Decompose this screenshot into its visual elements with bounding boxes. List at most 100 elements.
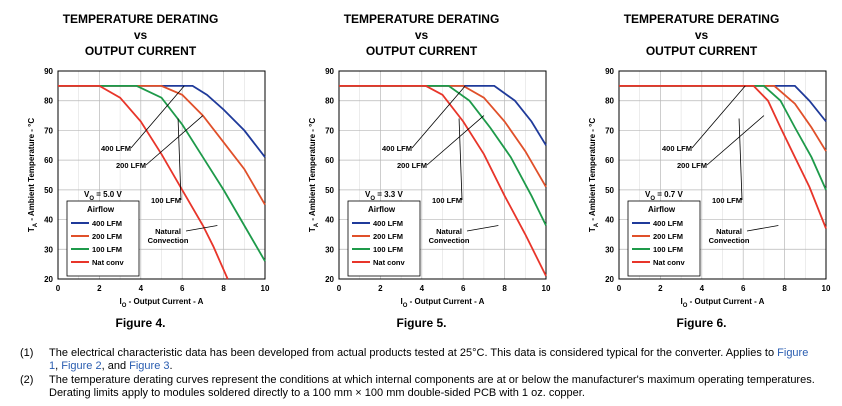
curve-annotation: 400 LFM xyxy=(382,144,412,153)
plot-frame xyxy=(618,70,827,280)
vo-label: VO = 5.0 V xyxy=(84,190,122,202)
y-tick-label: 30 xyxy=(325,245,334,254)
curve-annotation: Natural Convection xyxy=(429,227,470,245)
legend-label: 100 LFM xyxy=(92,245,122,254)
series-line xyxy=(339,85,547,226)
y-tick-label: 90 xyxy=(605,67,614,76)
legend-label: 200 LFM xyxy=(653,232,683,241)
link-figure-3[interactable]: Figure 3 xyxy=(129,360,170,372)
legend-box xyxy=(627,200,701,277)
y-tick-label: 50 xyxy=(44,186,53,195)
link-figure-2[interactable]: Figure 2 xyxy=(61,360,102,372)
figure-label: Figure 6. xyxy=(676,316,727,330)
y-axis-label: TA - Ambient Temperature - °C xyxy=(308,118,320,232)
chart-title-line: OUTPUT CURRENT xyxy=(365,44,478,58)
curve-annotation: 400 LFM xyxy=(662,144,692,153)
curve-annotation: 100 LFM xyxy=(432,196,462,205)
y-tick-label: 80 xyxy=(44,97,53,106)
legend-title: Airflow xyxy=(368,205,396,214)
curve-annotation: 100 LFM xyxy=(151,196,181,205)
x-tick-label: 10 xyxy=(261,284,270,293)
annotation-leader xyxy=(145,115,204,166)
footnote-text: The temperature derating curves represen… xyxy=(49,374,815,399)
legend-label: Nat conv xyxy=(653,258,686,267)
chart-svg: 0 2 4 6 8 10 20 30 40 50 60 70 80 90 IO - Output Curre… xyxy=(27,67,270,309)
legend-label: 400 LFM xyxy=(92,219,122,228)
series-line xyxy=(58,85,266,158)
link-figure-1[interactable]: Figure 1 xyxy=(49,347,809,372)
curve-annotation: 200 LFM xyxy=(677,161,707,170)
footnote-1: (1) The electrical characteristic data h… xyxy=(20,347,820,373)
chart-title-line: vs xyxy=(414,28,429,42)
figure-label: Figure 4. xyxy=(115,316,166,330)
y-tick-label: 40 xyxy=(605,216,614,225)
chart-title-line: TEMPERATURE DERATING xyxy=(62,12,219,26)
y-tick-label: 80 xyxy=(605,97,614,106)
vo-label: VO = 0.7 V xyxy=(645,190,683,202)
x-tick-label: 0 xyxy=(617,284,622,293)
series-line xyxy=(58,85,266,262)
x-tick-label: 2 xyxy=(378,284,383,293)
chart-title-line: OUTPUT CURRENT xyxy=(84,44,197,58)
curve-annotation: 400 LFM xyxy=(101,144,131,153)
chart-svg: 0 2 4 6 8 10 20 30 40 50 60 70 80 90 IO - Output Curre… xyxy=(308,67,551,309)
legend-label: 400 LFM xyxy=(373,219,403,228)
chart-title-line: TEMPERATURE DERATING xyxy=(343,12,500,26)
y-tick-label: 20 xyxy=(605,275,614,284)
x-tick-label: 4 xyxy=(420,284,425,293)
chart-panel: TEMPERATURE DERATING vs OUTPUT CURRENT Figu… xyxy=(281,0,562,340)
annotation-leader xyxy=(177,118,182,201)
y-axis-label: TA - Ambient Temperature - °C xyxy=(27,118,39,232)
x-tick-label: 8 xyxy=(782,284,787,293)
y-axis-label: TA - Ambient Temperature - °C xyxy=(588,118,600,232)
annotation-leader xyxy=(746,225,779,232)
figure-label: Figure 5. xyxy=(396,316,447,330)
footnote-text: The electrical characteristic data has b… xyxy=(49,347,809,372)
chart-svg: 0 2 4 6 8 10 20 30 40 50 60 70 80 90 IO - Output Curre… xyxy=(588,67,831,309)
legend-label: 400 LFM xyxy=(653,219,683,228)
x-tick-label: 4 xyxy=(139,284,144,293)
x-tick-label: 4 xyxy=(700,284,705,293)
y-tick-label: 70 xyxy=(44,126,53,135)
curve-annotation: 200 LFM xyxy=(116,161,146,170)
x-axis-label: IO - Output Current - A xyxy=(120,297,204,309)
legend-title: Airflow xyxy=(87,205,115,214)
curve-annotation: 200 LFM xyxy=(397,161,427,170)
x-axis-label: IO - Output Current - A xyxy=(401,297,485,309)
legend-label: 100 LFM xyxy=(373,245,403,254)
annotation-leader xyxy=(411,85,466,149)
y-tick-label: 70 xyxy=(325,126,334,135)
y-tick-label: 20 xyxy=(325,275,334,284)
annotation-leader xyxy=(458,118,463,201)
plot-frame xyxy=(57,70,266,280)
y-tick-label: 80 xyxy=(325,97,334,106)
x-tick-label: 0 xyxy=(56,284,61,293)
y-tick-label: 60 xyxy=(605,156,614,165)
y-tick-label: 90 xyxy=(325,67,334,76)
series-line xyxy=(619,85,827,229)
y-tick-label: 60 xyxy=(44,156,53,165)
x-tick-label: 6 xyxy=(741,284,746,293)
x-tick-label: 8 xyxy=(221,284,226,293)
x-tick-label: 6 xyxy=(461,284,466,293)
series-line xyxy=(58,85,229,280)
chart-panel: TEMPERATURE DERATING vs OUTPUT CURRENT Figu… xyxy=(0,0,281,340)
legend-label: 100 LFM xyxy=(653,245,683,254)
annotation-leader xyxy=(691,85,746,149)
legend-title: Airflow xyxy=(648,205,676,214)
curve-annotation: Natural Convection xyxy=(148,227,189,245)
legend-label: 200 LFM xyxy=(92,232,122,241)
x-axis-label: IO - Output Current - A xyxy=(681,297,765,309)
vo-label: VO = 3.3 V xyxy=(365,190,403,202)
chart-title-line: vs xyxy=(694,28,709,42)
annotation-leader xyxy=(130,85,185,149)
y-tick-label: 70 xyxy=(605,126,614,135)
footnotes: (1) The electrical characteristic data h… xyxy=(20,347,820,401)
curve-annotation: 100 LFM xyxy=(712,196,742,205)
legend-box xyxy=(66,200,140,277)
y-tick-label: 50 xyxy=(605,186,614,195)
y-tick-label: 30 xyxy=(44,245,53,254)
y-tick-label: 90 xyxy=(44,67,53,76)
legend-label: Nat conv xyxy=(92,258,125,267)
annotation-leader xyxy=(185,225,218,232)
